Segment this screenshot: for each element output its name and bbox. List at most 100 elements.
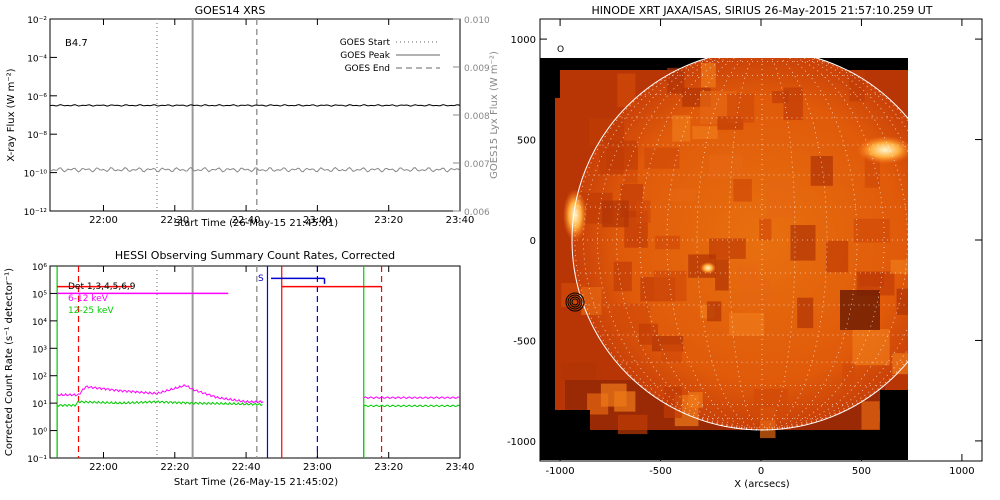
- hessi-legend-label-0: Det 1,3,4,5,6,9: [68, 282, 136, 292]
- hessi-y-tick-label-1: 10⁰: [32, 428, 47, 438]
- xrt-patch-63: [737, 265, 758, 284]
- xrt-contours: [565, 292, 585, 312]
- goes-y2-tick-label-1: 0.007: [464, 160, 490, 170]
- xrt-patch-26: [772, 91, 789, 104]
- xrt-patch-46: [715, 259, 729, 291]
- goes-x-tick-label-1: 22:20: [160, 215, 189, 226]
- xrt-dark-region: [840, 290, 880, 330]
- xrt-patch-12: [709, 238, 746, 259]
- xrt-patch-13: [709, 155, 744, 179]
- goes-y2label: GOES15 Lyx Flux (W m⁻²): [489, 51, 500, 179]
- xrt-patch-64: [727, 93, 755, 123]
- xrt-patch-19: [856, 271, 895, 296]
- goes-y-ticks: 10⁻¹² 10⁻¹⁰ 10⁻⁸ 10⁻⁶ 10⁻⁴ 10⁻²: [24, 16, 57, 218]
- xrt-patch-49: [638, 323, 659, 345]
- xrt-patch-34: [729, 313, 765, 336]
- hessi-series-line-1: [56, 400, 263, 408]
- xrt-patch-21: [797, 297, 814, 329]
- hessi-x-tick-label-3: 23:00: [303, 462, 332, 473]
- hessi-y-ticks: 10⁻¹ 10⁰ 10¹ 10² 10³ 10⁴ 10⁵ 10⁶: [27, 263, 57, 465]
- xrt-patch-60: [644, 147, 680, 169]
- xrt-active-region-ne: [857, 136, 908, 164]
- goes-y-tick-label-5: 10⁻²: [27, 16, 47, 26]
- xrt-patch-67: [561, 363, 596, 380]
- xrt-patch-7: [672, 115, 691, 142]
- xrt-corner-tl: [540, 58, 560, 98]
- xrt-patch-17: [810, 156, 833, 186]
- xrt-patch-56: [602, 200, 629, 228]
- xrt-y-tick-label-3: -500: [513, 336, 536, 347]
- xrt-patch-57: [739, 279, 771, 306]
- hessi-legend-label-2: 12-25 keV: [68, 306, 114, 316]
- xrt-patch-41: [692, 126, 718, 140]
- xrt-patch-44: [588, 118, 625, 146]
- hessi-xlabel: Start Time (26-May-15 21:45:02): [174, 477, 338, 488]
- hessi-panel: HESSI Observing Summary Count Rates, Cor…: [4, 249, 474, 488]
- hessi-y-tick-label-7: 10⁶: [32, 263, 47, 273]
- goes-x-ticks: 22:00 22:20 22:40 23:00 23:20 23:40: [89, 19, 474, 226]
- xrt-patch-20: [864, 155, 880, 188]
- xrt-grid-lon-5: [666, 58, 763, 431]
- hessi-y-tick-label-6: 10⁵: [32, 290, 47, 300]
- xrt-image: [540, 58, 908, 460]
- goes-xlabel: Start Time (26-May-15 21:45:01): [174, 218, 338, 229]
- xrt-patch-35: [896, 288, 908, 315]
- xrt-patch-36: [890, 259, 908, 274]
- xrt-y-ticks: 1000 500 0 -500 -1000: [507, 35, 982, 448]
- xrt-grid-lon-3: [616, 58, 763, 431]
- goes-series-line-1: [49, 166, 461, 173]
- hessi-s-label: S: [258, 274, 264, 284]
- hessi-x-ticks: 22:00 22:20 22:40 23:00 23:20 23:40: [89, 266, 474, 473]
- goes-marks: [49, 19, 461, 211]
- xrt-patch-54: [654, 270, 687, 302]
- xrt-grid-lon-14: [761, 58, 908, 431]
- xrt-grid-lon-13: [761, 58, 908, 431]
- hessi-y-tick-label-3: 10²: [32, 373, 47, 383]
- hessi-y-tick-label-4: 10³: [32, 345, 47, 355]
- xrt-patch-61: [892, 353, 908, 375]
- xrt-corner-label: O: [557, 45, 564, 55]
- xrt-patch-50: [861, 401, 880, 430]
- xrt-patch-59: [853, 218, 890, 243]
- xrt-patch-16: [670, 188, 697, 202]
- goes-x-tick-label-2: 22:40: [232, 215, 261, 226]
- xrt-panel: HINODE XRT JAXA/ISAS, SIRIUS 26-May-2015…: [507, 4, 983, 490]
- xrt-patch-22: [617, 73, 636, 108]
- xrt-y-tick-label-4: -1000: [507, 437, 536, 448]
- xrt-patch-6: [617, 414, 648, 435]
- goes-y2-tick-label-3: 0.009: [464, 64, 490, 74]
- hessi-x-tick-label-0: 22:00: [89, 462, 118, 473]
- xrt-patch-55: [767, 180, 798, 218]
- hessi-y-tick-label-5: 10⁴: [32, 318, 47, 328]
- goes-ylabel: X-ray Flux (W m⁻²): [6, 68, 17, 161]
- goes-legend-label-1: GOES Peak: [340, 51, 390, 61]
- xrt-patch-47: [635, 200, 651, 223]
- goes-title: GOES14 XRS: [195, 4, 266, 17]
- xrt-contour-3: [567, 294, 583, 310]
- xrt-patch-18: [759, 218, 772, 241]
- xrt-patch-40: [667, 67, 685, 94]
- goes-legend: GOES Start GOES Peak GOES End: [340, 38, 440, 74]
- hessi-marks: [56, 266, 460, 458]
- xrt-x-tick-label-4: 1000: [949, 466, 974, 477]
- xrt-grid-lon-2: [597, 58, 763, 431]
- goes-annotation: B4.7: [65, 38, 88, 49]
- goes-panel: GOES14 XRS 22:00 22:20 22:40 23:00 23:20 23:4…: [6, 4, 500, 229]
- xrt-patch-3: [613, 261, 632, 292]
- xrt-y-tick-label-2: 0: [530, 236, 536, 247]
- xrt-x-tick-label-2: 0: [758, 466, 764, 477]
- goes-plot-frame: [49, 18, 461, 212]
- xrt-contour-4: [565, 292, 585, 312]
- hessi-legend-label-1: 6-12 keV: [68, 294, 109, 304]
- goes-x-tick-label-5: 23:40: [446, 215, 475, 226]
- goes-x-tick-label-0: 22:00: [89, 215, 118, 226]
- goes-x-tick-label-3: 23:00: [303, 215, 332, 226]
- xrt-patch-45: [733, 179, 752, 202]
- xrt-patch-15: [852, 329, 890, 366]
- xrt-x-ticks: -1000 -500 0 500 1000: [546, 19, 975, 477]
- xrt-patch-66: [707, 301, 722, 322]
- hessi-legend: Det 1,3,4,5,6,9 6-12 keV 12-25 keV: [68, 282, 136, 316]
- xrt-patch-23: [842, 363, 855, 390]
- xrt-patch-53: [614, 391, 636, 412]
